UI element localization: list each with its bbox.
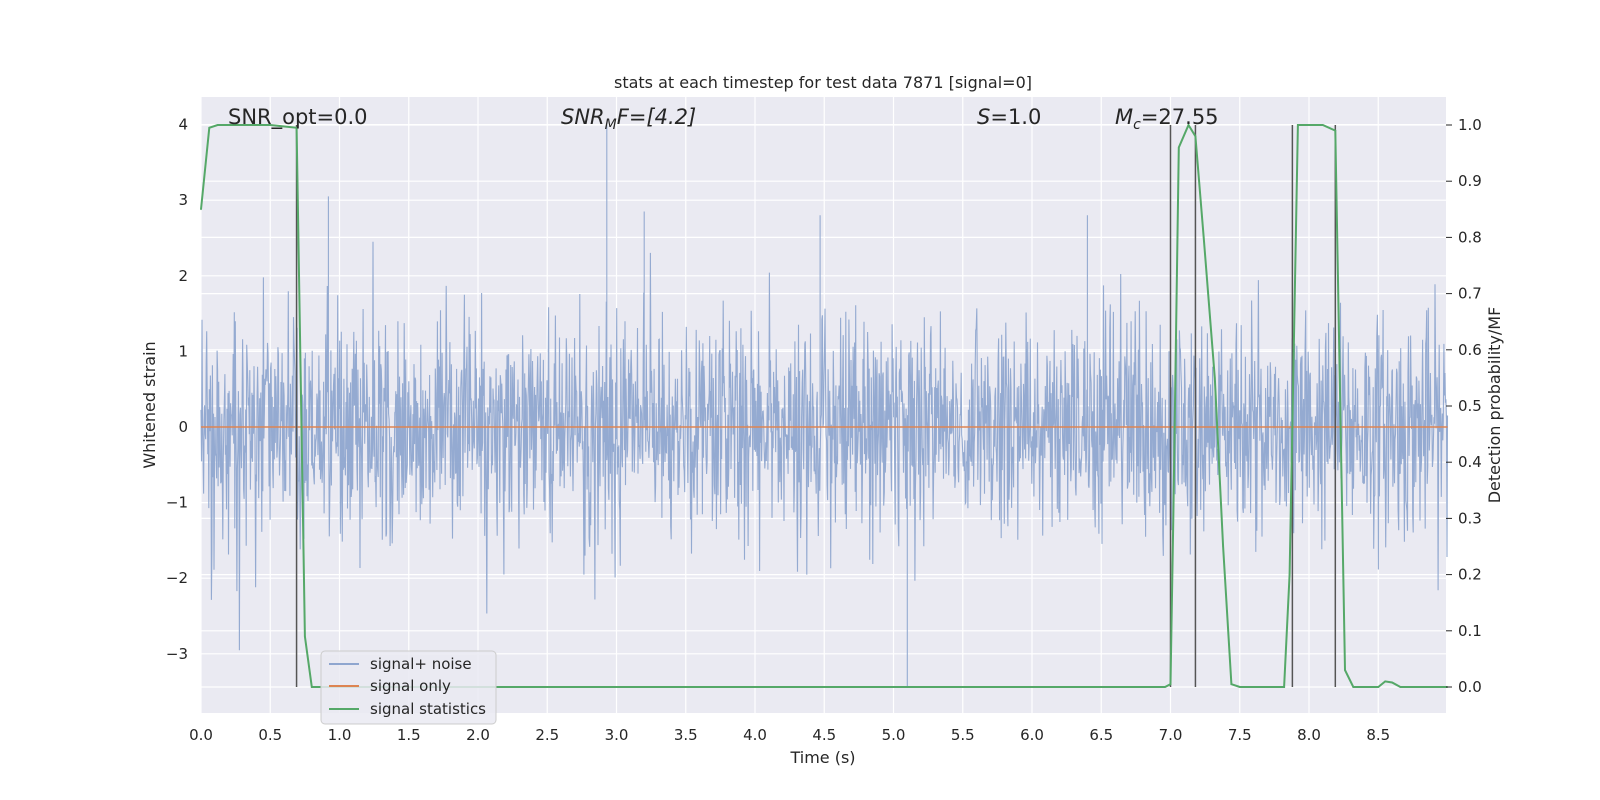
data-point-signal-statistics bbox=[295, 127, 298, 129]
x-tick-label: 0.5 bbox=[258, 726, 282, 744]
annotation-mc-sub: c bbox=[1133, 117, 1141, 133]
data-point-signal-statistics bbox=[1399, 686, 1402, 688]
data-point-signal-statistics bbox=[1384, 680, 1386, 683]
legend-box bbox=[320, 650, 497, 725]
x-tick-label: 6.0 bbox=[1020, 726, 1044, 744]
y-tick-label-left: 4 bbox=[178, 116, 188, 134]
legend-label-signal-only: signal only bbox=[370, 677, 451, 695]
series-signal-statistics bbox=[200, 122, 1449, 688]
series-line-signal-statistics bbox=[200, 122, 1448, 688]
x-tick-label: 7.0 bbox=[1159, 726, 1183, 744]
data-point-signal-statistics bbox=[1297, 124, 1299, 126]
y-tick-label-left: −3 bbox=[166, 645, 188, 663]
data-point-signal-statistics bbox=[311, 686, 313, 688]
y-tick-label-left: −2 bbox=[166, 569, 188, 587]
data-point-signal-statistics bbox=[1178, 146, 1180, 149]
x-tick-label: 5.5 bbox=[951, 726, 975, 744]
data-point-signal-statistics bbox=[208, 127, 211, 129]
legend-label-signal-statistics: signal statistics bbox=[370, 700, 486, 718]
x-tick-label: 8.0 bbox=[1297, 726, 1321, 744]
y-tick-label-right: 0.0 bbox=[1458, 678, 1482, 696]
data-point-signal-statistics bbox=[1214, 377, 1216, 379]
y-tick-label-right: 0.4 bbox=[1458, 453, 1482, 471]
y-tick-label-left: 0 bbox=[178, 418, 188, 436]
annotation-s-base: S bbox=[977, 105, 990, 129]
y-tick-label-right: 0.7 bbox=[1458, 285, 1482, 303]
y-tick-label-right: 0.1 bbox=[1458, 622, 1482, 640]
x-tick-label: 5.0 bbox=[882, 726, 906, 744]
data-point-signal-statistics bbox=[269, 124, 272, 126]
y-tick-label-left: −1 bbox=[166, 494, 188, 512]
data-point-signal-statistics bbox=[1222, 545, 1224, 548]
series-line-signal-noise bbox=[200, 124, 1449, 688]
y-tick-label-left: 1 bbox=[178, 342, 188, 360]
y-tick-label-right: 1.0 bbox=[1458, 116, 1482, 134]
legend-label-signal-noise: signal+ noise bbox=[370, 655, 472, 673]
y-axis-label-left: Whitened strain bbox=[140, 341, 159, 468]
y-tick-labels-left: −3 −2 −1 0 1 2 3 4 bbox=[166, 116, 188, 663]
data-point-signal-statistics bbox=[1164, 686, 1166, 688]
y-tick-label-right: 0.2 bbox=[1458, 566, 1482, 584]
data-point-signal-statistics bbox=[1288, 573, 1291, 576]
data-point-signal-statistics bbox=[1283, 686, 1285, 688]
annotation-snr-mf-base: SNR bbox=[561, 105, 605, 129]
x-tick-label: 7.5 bbox=[1228, 726, 1252, 744]
x-tick-label: 2.0 bbox=[466, 726, 490, 744]
x-tick-label: 8.5 bbox=[1366, 726, 1390, 744]
y-tick-label-right: 0.8 bbox=[1458, 228, 1482, 246]
data-point-signal-statistics bbox=[1322, 124, 1324, 126]
legend: signal+ noise signal only signal statist… bbox=[320, 650, 497, 725]
annotation-snr-mf-sub: M bbox=[605, 117, 617, 133]
x-tick-labels: 0.0 0.5 1.0 1.5 2.0 2.5 3.0 3.5 4.0 4.5 5.0 5.5 6.0 6… bbox=[189, 726, 1390, 744]
data-point-signal-statistics bbox=[200, 208, 202, 211]
x-tick-label: 4.0 bbox=[743, 726, 767, 744]
x-tick-label: 2.5 bbox=[535, 726, 559, 744]
annotation-snr-mf-tail: F=[4.2] bbox=[617, 105, 696, 129]
chart-title: stats at each timestep for test data 787… bbox=[614, 73, 1032, 92]
y-axis-label-right: Detection probability/MF bbox=[1485, 307, 1504, 504]
x-axis-label: Time (s) bbox=[789, 748, 855, 767]
annotation-s-tail: =1.0 bbox=[990, 105, 1041, 129]
y-tick-label-right: 0.6 bbox=[1458, 341, 1482, 359]
data-point-signal-statistics bbox=[1344, 669, 1346, 671]
data-point-signal-statistics bbox=[1187, 124, 1190, 126]
data-point-signal-statistics bbox=[1334, 129, 1337, 132]
y-tick-label-right: 0.5 bbox=[1458, 397, 1482, 415]
y-tick-label-left: 3 bbox=[178, 191, 188, 209]
x-tick-label: 6.5 bbox=[1089, 726, 1113, 744]
data-point-signal-statistics bbox=[1230, 683, 1233, 685]
y-tick-label-left: 2 bbox=[178, 267, 188, 285]
data-point-signal-statistics bbox=[1391, 681, 1393, 684]
annotation-snr-mf: SNRMF=[4.2] bbox=[561, 105, 696, 133]
annotation-snr-opt: SNR_opt=0.0 bbox=[228, 105, 368, 130]
annotation-s: S=1.0 bbox=[977, 105, 1041, 129]
x-tick-label: 3.5 bbox=[674, 726, 698, 744]
data-point-signal-statistics bbox=[304, 635, 306, 638]
data-point-signal-statistics bbox=[1169, 683, 1172, 685]
y-tick-label-right: 0.9 bbox=[1458, 172, 1482, 190]
data-point-signal-statistics bbox=[1172, 517, 1175, 520]
annotation-mc-base: M bbox=[1115, 105, 1133, 129]
annotation-mc-tail: =27.55 bbox=[1141, 105, 1219, 129]
x-tick-label: 3.0 bbox=[605, 726, 629, 744]
data-point-signal-statistics bbox=[1202, 236, 1205, 239]
data-point-signal-statistics bbox=[1352, 686, 1355, 688]
data-point-signal-statistics bbox=[1194, 135, 1197, 137]
y-tick-label-right: 0.3 bbox=[1458, 509, 1482, 527]
data-point-signal-statistics bbox=[1239, 686, 1241, 688]
y-tick-labels-right: 0.0 0.1 0.2 0.3 0.4 0.5 0.6 0.7 0.8 0.9 1.0 bbox=[1446, 116, 1482, 696]
x-tick-label: 0.0 bbox=[189, 726, 213, 744]
series-signal-noise bbox=[200, 124, 1449, 688]
data-point-signal-statistics bbox=[1377, 686, 1380, 688]
x-tick-label: 1.5 bbox=[397, 726, 421, 744]
x-tick-label: 1.0 bbox=[328, 726, 352, 744]
data-point-signal-statistics bbox=[216, 124, 219, 126]
data-point-signal-statistics bbox=[241, 124, 244, 126]
annotation-mc: Mc=27.55 bbox=[1115, 105, 1219, 133]
x-tick-label: 4.5 bbox=[812, 726, 836, 744]
data-point-signal-statistics bbox=[1100, 686, 1103, 688]
data-point-signal-statistics bbox=[299, 377, 302, 379]
